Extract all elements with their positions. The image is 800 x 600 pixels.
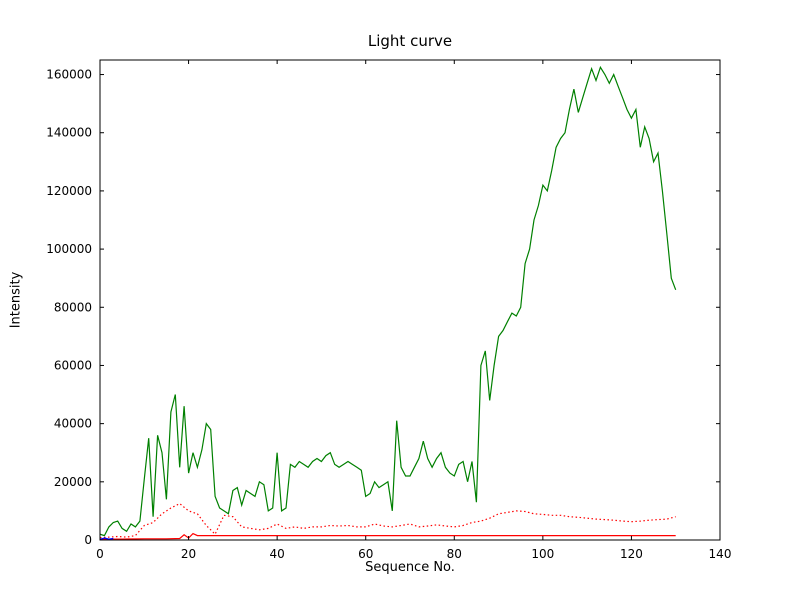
y-tick-label: 140000 [46,126,92,140]
x-tick-label: 40 [270,547,285,561]
series-reference-intensity [100,502,676,539]
x-tick-label: 60 [358,547,373,561]
x-tick-label: 120 [620,547,643,561]
y-tick-label: 80000 [54,300,92,314]
y-tick-label: 20000 [54,475,92,489]
series-main-intensity [100,65,677,537]
series-start-marker [100,537,114,540]
y-tick-label: 120000 [46,184,92,198]
y-tick-label: 160000 [46,68,92,82]
y-tick-label: 0 [84,533,92,547]
axes-box [99,59,721,541]
series-background-level [100,532,676,540]
x-tick-label: 80 [447,547,462,561]
x-tick-label: 100 [531,547,554,561]
x-tick-label: 20 [181,547,196,561]
chart-title: Light curve [367,32,453,50]
x-axis-label: Sequence No. [365,560,455,575]
x-tick-label: 0 [96,547,104,561]
x-tick-label: 140 [709,547,732,561]
y-tick-label: 100000 [46,242,92,256]
y-tick-label: 40000 [54,417,92,431]
y-tick-label: 60000 [54,358,92,372]
